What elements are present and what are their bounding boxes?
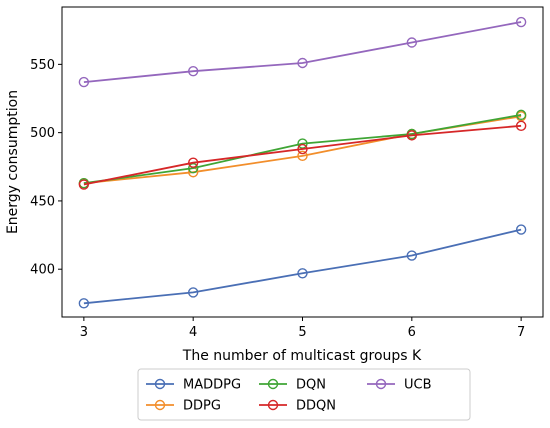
legend-item-maddpg: MADDPG (146, 378, 241, 393)
data-point-maddpg (515, 224, 527, 235)
x-tick-label: 7 (517, 325, 525, 340)
data-point-ucb (406, 37, 418, 48)
y-tick-label: 500 (30, 126, 55, 141)
data-point-maddpg (406, 250, 418, 261)
legend-label: MADDPG (183, 378, 241, 393)
legend-marker (154, 378, 166, 390)
data-point-ddqn (297, 143, 308, 155)
legend-marker (154, 399, 166, 411)
series-line-dqn (83, 114, 522, 185)
y-tick-label: 550 (30, 58, 55, 73)
data-point-ddqn (515, 120, 527, 132)
legend-item-ddpg: DDPG (146, 399, 221, 414)
y-axis-label: Energy consumption (5, 90, 21, 234)
data-point-dqn (187, 162, 199, 174)
x-tick-label: 5 (298, 325, 306, 340)
series-maddpg (78, 224, 527, 309)
x-tick-label: 4 (189, 325, 197, 340)
legend-label: UCB (404, 378, 432, 393)
y-tick-label: 450 (30, 194, 55, 209)
legend-marker (375, 378, 387, 390)
legend-item-ddqn: DDQN (259, 399, 336, 414)
series-dqn (78, 109, 527, 189)
legend-label: DDQN (296, 399, 336, 414)
legend-item-dqn: DQN (259, 378, 326, 393)
legend: MADDPG DDPG DQN DDQN UCB (137, 368, 471, 421)
data-point-ucb (78, 76, 90, 88)
x-tick-label: 3 (80, 325, 88, 340)
legend-label: DDPG (183, 399, 221, 414)
x-tick-label: 6 (408, 325, 416, 340)
data-point-ucb (187, 65, 199, 77)
y-tick-label: 400 (30, 263, 55, 278)
series-line-ddqn (83, 124, 522, 186)
series-ucb (78, 16, 527, 88)
plot-frame (61, 6, 544, 318)
data-point-ddqn (78, 179, 90, 190)
data-point-dqn (297, 138, 308, 149)
data-point-dqn (515, 109, 527, 121)
data-point-ddpg (297, 150, 308, 162)
plot-area (61, 6, 544, 318)
data-point-ucb (515, 16, 527, 28)
legend-marker (267, 399, 279, 411)
series-line-ucb (83, 21, 522, 83)
data-point-ddqn (187, 157, 199, 168)
y-axis: 400 450 500 550 (30, 58, 62, 278)
x-axis-label: The number of multicast groups K (182, 348, 422, 364)
x-axis: 3 4 5 6 7 (80, 317, 525, 340)
data-point-maddpg (78, 298, 90, 309)
data-point-maddpg (297, 268, 308, 279)
data-point-ucb (297, 57, 308, 69)
data-point-ddqn (406, 130, 418, 141)
legend-marker (267, 378, 279, 390)
legend-box (137, 368, 471, 421)
legend-label: DQN (296, 378, 326, 393)
data-point-maddpg (187, 287, 199, 298)
series-line-maddpg (83, 228, 522, 305)
legend-item-ucb: UCB (367, 378, 432, 393)
series-ddqn (78, 120, 527, 190)
